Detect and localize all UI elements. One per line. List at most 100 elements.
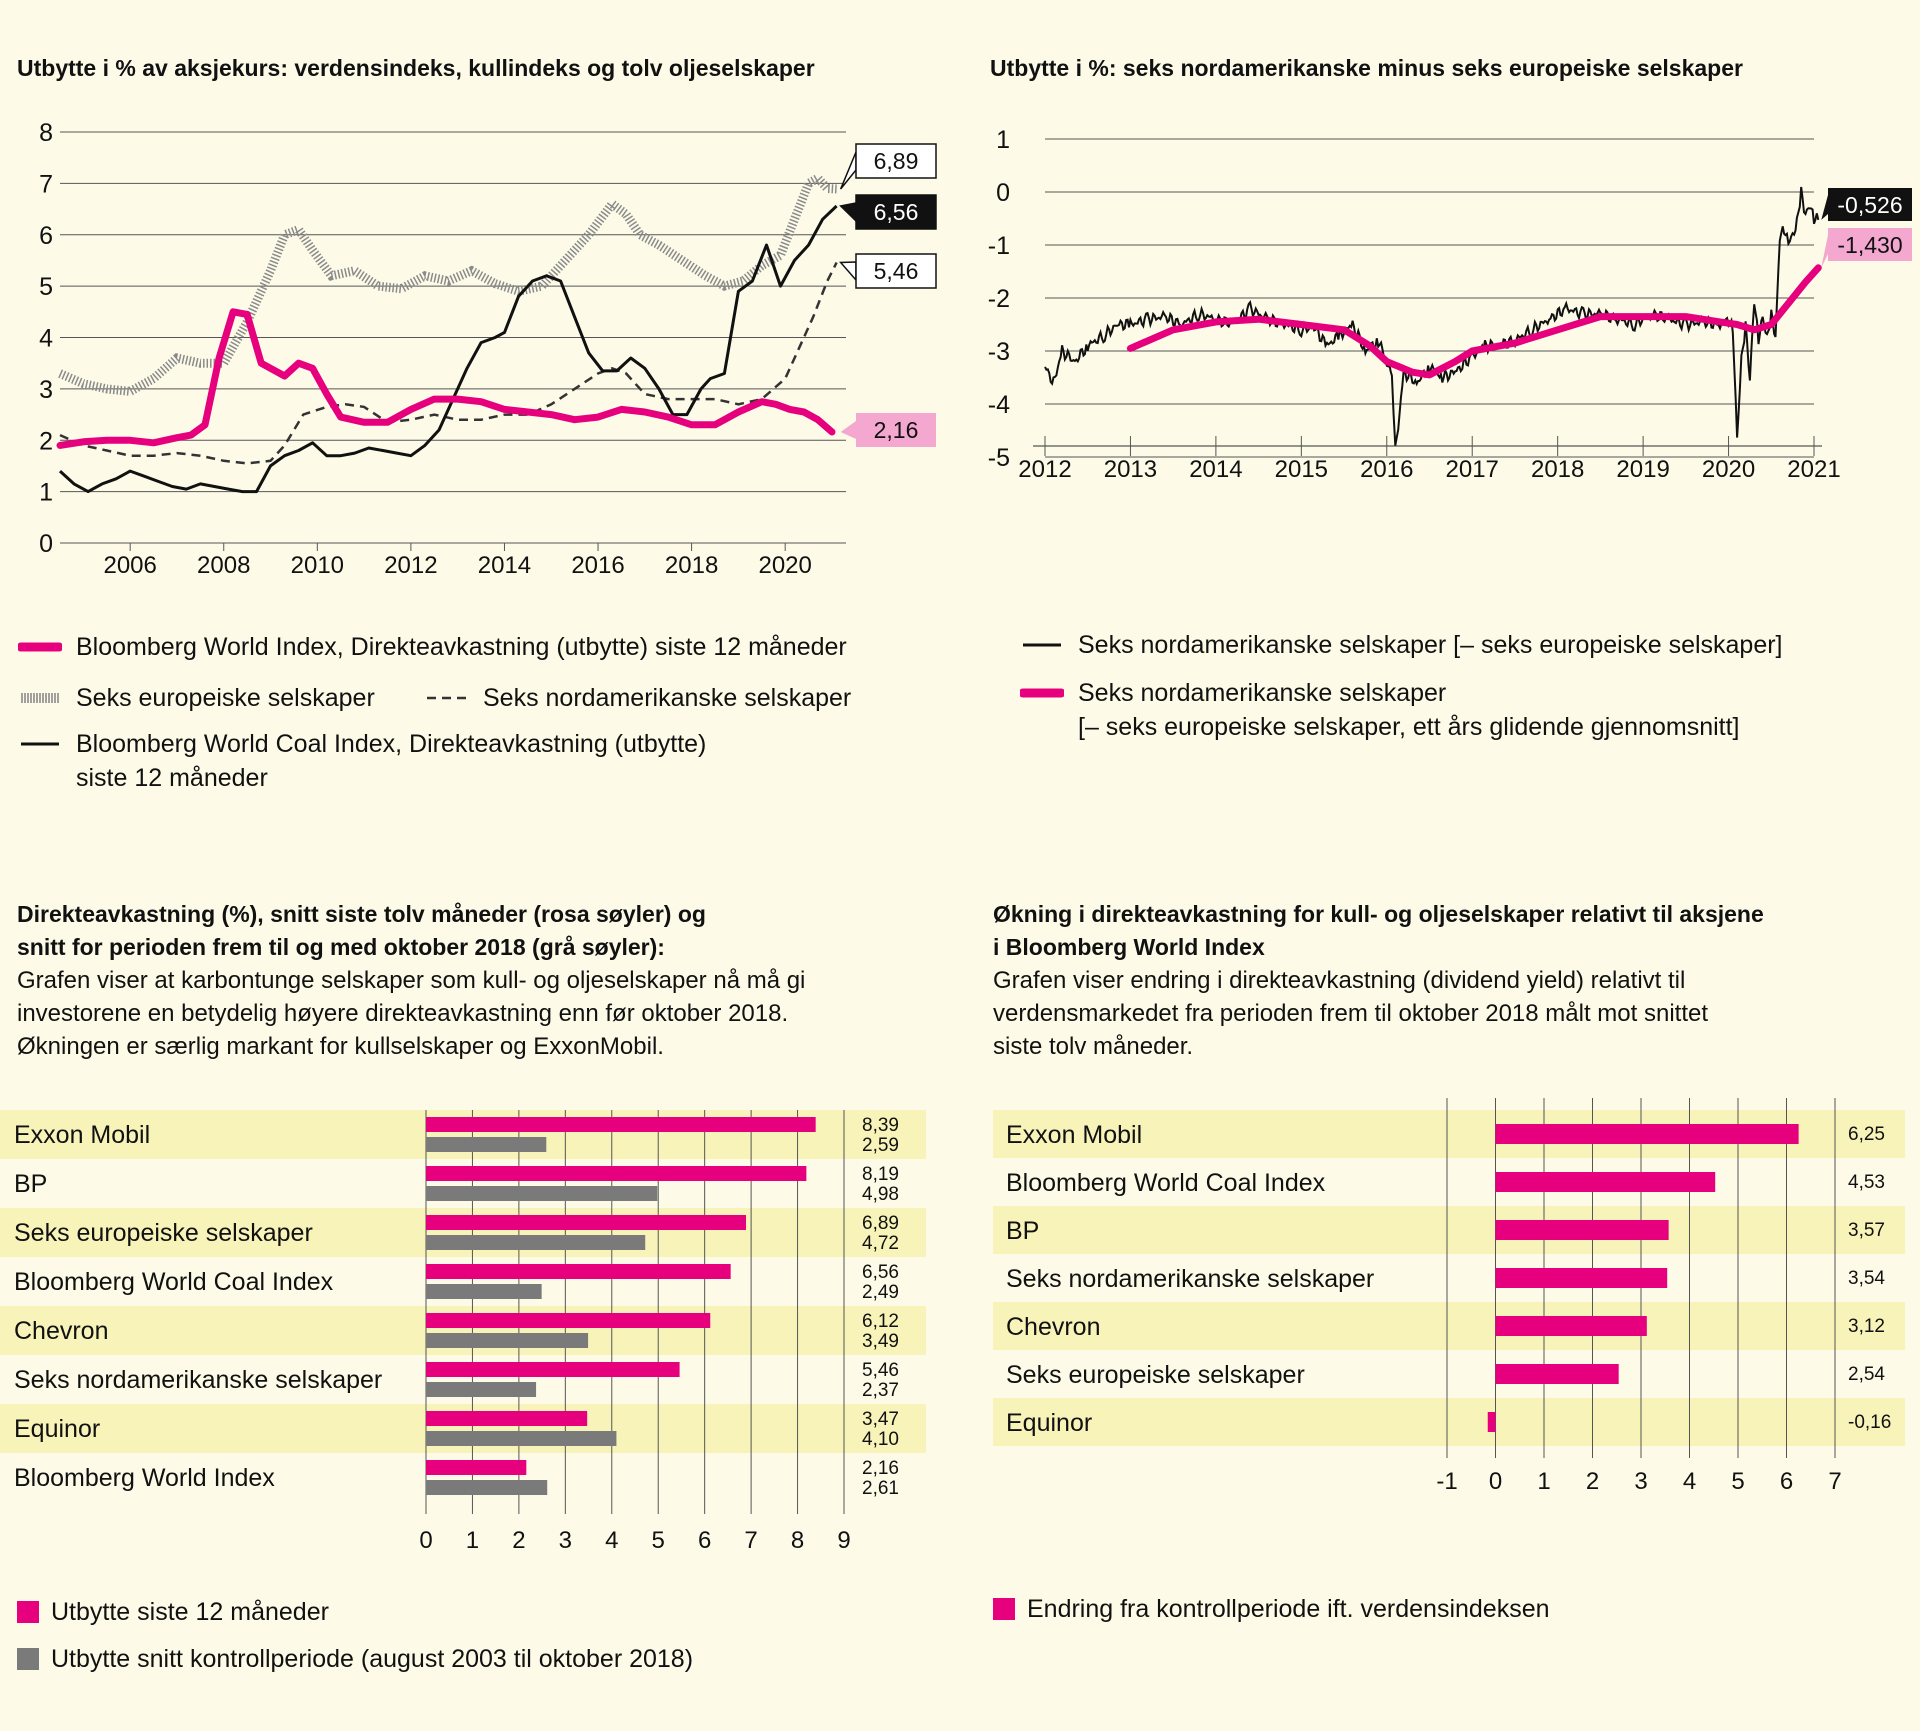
- y-tick-label: 1: [39, 479, 53, 507]
- value-label-change: 3,12: [1848, 1316, 1885, 1337]
- value-label-recent: 6,89: [862, 1213, 899, 1234]
- legend-daily-spread: Seks nordamerikanske selskaper [– seks e…: [1020, 628, 1783, 662]
- category-label: Seks europeiske selskaper: [1006, 1361, 1305, 1389]
- chart4-subtitle: Grafen viser endring i direkteavkastning…: [993, 967, 1709, 1060]
- end-label-pointer: [1821, 195, 1828, 220]
- end-label-eu: 6,89: [874, 148, 919, 174]
- legend-label-change: Endring fra kontrollperiode ift. verdens…: [1027, 1595, 1550, 1623]
- category-label: Seks nordamerikanske selskaper: [14, 1366, 382, 1394]
- value-label-control: 2,59: [862, 1135, 899, 1156]
- chart3-subtitle: Grafen viser at karbontunge selskaper so…: [17, 967, 806, 1060]
- x-tick-label: 2: [512, 1527, 525, 1554]
- legend-swatch-dashed: [427, 696, 469, 700]
- bar-change: [1495, 1316, 1647, 1336]
- x-tick-label: 8: [791, 1527, 804, 1554]
- legend-swatch-magenta: [993, 1598, 1015, 1620]
- x-tick-label: 2019: [1616, 456, 1669, 483]
- bar-change: [1487, 1412, 1496, 1432]
- legend-label-daily: Seks nordamerikanske selskaper [– seks e…: [1078, 631, 1783, 659]
- end-label-box: [1828, 228, 1912, 261]
- end-label-box: [856, 413, 936, 447]
- x-tick-label: 2016: [1360, 456, 1413, 483]
- y-tick-label: 5: [39, 273, 53, 301]
- end-label-pointer: [1821, 235, 1828, 268]
- legend-recent-yield: Utbytte siste 12 måneder: [17, 1595, 329, 1629]
- legend-label-coal: Bloomberg World Coal Index, Direkteavkas…: [76, 730, 707, 792]
- legend-world-index: Bloomberg World Index, Direkteavkastning…: [18, 630, 847, 664]
- series-line-coal: [58, 204, 838, 494]
- chart4-title: Økning i direkteavkastning for kull- og …: [993, 901, 1764, 960]
- value-label-recent: 3,47: [862, 1409, 899, 1430]
- x-tick-label: 2013: [1104, 456, 1157, 483]
- legend-swatch-hatched: [21, 693, 59, 703]
- legend-control-yield: Utbytte snitt kontrollperiode (august 20…: [17, 1642, 693, 1676]
- x-tick-label: 4: [605, 1527, 618, 1554]
- value-label-change: 6,25: [1848, 1124, 1885, 1145]
- row-highlight: [993, 1302, 1905, 1350]
- bar-control: [426, 1333, 589, 1348]
- legend-swatch-magenta: [1020, 688, 1064, 698]
- x-tick-label: 2: [1586, 1468, 1599, 1495]
- bar-recent: [426, 1362, 680, 1377]
- x-tick-label: 7: [1828, 1468, 1841, 1495]
- chart4-plot: -1 0 1 2 3 4 5 6 7 Exxon Mobil 6,25 Bloomberg World…: [993, 1098, 1905, 1495]
- legend-change: Endring fra kontrollperiode ift. verdens…: [993, 1592, 1550, 1626]
- bar-change: [1495, 1268, 1668, 1288]
- x-tick-label: 5: [1731, 1468, 1744, 1495]
- bar-recent: [426, 1313, 711, 1328]
- bar-control: [426, 1284, 542, 1299]
- y-tick-label: -2: [988, 285, 1010, 313]
- y-tick-label: 0: [39, 530, 53, 558]
- legend-swatch-black: [1023, 643, 1061, 647]
- x-tick-label: 2021: [1787, 456, 1840, 483]
- end-label-coal: 6,56: [874, 199, 919, 225]
- x-tick-label: 2014: [1189, 456, 1242, 483]
- legend-swatch-black: [21, 742, 59, 746]
- legend-na-companies: Seks nordamerikanske selskaper: [425, 681, 851, 715]
- chart2-title: Utbytte i %: seks nordamerikanske minus …: [990, 55, 1743, 81]
- series-line-eu: [58, 172, 837, 397]
- bar-control: [426, 1431, 617, 1446]
- x-tick-label: 2020: [1702, 456, 1755, 483]
- x-tick-label: 2012: [384, 552, 437, 579]
- end-label-box: [855, 253, 937, 289]
- x-tick-label: 7: [744, 1527, 757, 1554]
- end-label-box: [1828, 188, 1912, 221]
- y-tick-label: 7: [39, 170, 53, 198]
- panel-dividend-yield-bars: Direkteavkastning (%), snitt siste tolv …: [0, 880, 960, 1731]
- panel-na-minus-eu: Utbytte i %: seks nordamerikanske minus …: [960, 0, 1920, 820]
- x-tick-label: 6: [1780, 1468, 1793, 1495]
- value-label-control: 2,37: [862, 1380, 899, 1401]
- end-label-world: 2,16: [874, 417, 919, 443]
- end-label-box: [855, 143, 937, 179]
- value-label-change: 3,57: [1848, 1220, 1885, 1241]
- x-tick-label: 2015: [1275, 456, 1328, 483]
- bar-recent: [426, 1117, 816, 1132]
- chart2-plot: 1 0 -1 -2 -3 -4 -5 2012 2013 2014 2015 2016 2017 2018…: [988, 126, 1912, 483]
- bar-change: [1495, 1364, 1619, 1384]
- chart1-title: Utbytte i % av aksjekurs: verdensindeks,…: [17, 55, 815, 81]
- value-label-control: 4,10: [862, 1429, 899, 1450]
- end-label-na: 5,46: [874, 258, 919, 284]
- value-label-recent: 6,12: [862, 1311, 899, 1332]
- legend-moving-average: Seks nordamerikanske selskaper [– seks e…: [1020, 676, 1740, 744]
- y-tick-label: 6: [39, 222, 53, 250]
- series-line-avg: [1126, 264, 1822, 379]
- y-tick-label: 8: [39, 119, 53, 147]
- category-label: Bloomberg World Coal Index: [1006, 1169, 1326, 1197]
- value-label-change: 2,54: [1848, 1364, 1885, 1385]
- x-tick-label: 2014: [478, 552, 531, 579]
- value-label-control: 2,49: [862, 1282, 899, 1303]
- x-tick-label: 2018: [1531, 456, 1584, 483]
- legend-label-na: Seks nordamerikanske selskaper: [483, 684, 852, 712]
- bar-control: [426, 1382, 537, 1397]
- x-tick-label: 2020: [758, 552, 811, 579]
- category-label: Equinor: [14, 1415, 100, 1443]
- bar-recent: [426, 1264, 731, 1279]
- x-tick-label: 3: [559, 1527, 572, 1554]
- bar-recent: [426, 1215, 747, 1230]
- value-label-recent: 2,16: [862, 1458, 899, 1479]
- chart1-plot: 0 1 2 3 4 5 6 7 8 2006 2008 2010 2012 2014 2016 2018 202…: [39, 119, 937, 579]
- category-label: Exxon Mobil: [1006, 1121, 1142, 1149]
- bar-control: [426, 1186, 658, 1201]
